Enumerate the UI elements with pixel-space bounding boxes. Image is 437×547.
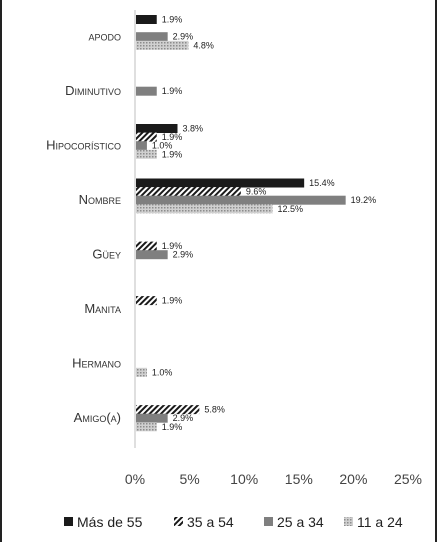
category-label: Hermano xyxy=(72,355,121,370)
data-label: 1.9% xyxy=(162,296,183,306)
bar xyxy=(136,149,157,159)
legend-label: Más de 55 xyxy=(77,514,143,530)
category-label: Diminutivo xyxy=(65,83,121,98)
bar xyxy=(136,187,241,197)
data-label: 1.0% xyxy=(152,367,173,377)
data-label: 5.8% xyxy=(204,405,225,415)
bar xyxy=(136,367,147,377)
axis-layer: apodo Diminutivo Hipocorístico Nombre Güey Ma… xyxy=(46,10,422,487)
x-tick-label: 15% xyxy=(285,471,313,487)
bar-layer xyxy=(136,15,346,432)
data-label: 2.9% xyxy=(173,250,194,260)
bar xyxy=(136,40,189,50)
data-label: 1.9% xyxy=(162,422,183,432)
bar xyxy=(136,204,273,214)
data-label: 19.2% xyxy=(351,195,377,205)
legend-swatch xyxy=(64,517,73,526)
bar xyxy=(136,141,147,151)
data-label: 15.4% xyxy=(309,178,335,188)
legend-swatch xyxy=(174,517,183,526)
data-label: 2.9% xyxy=(173,413,194,423)
legend-label: 25 a 34 xyxy=(277,514,324,530)
legend: Más de 55 35 a 54 25 a 34 11 a 24 xyxy=(64,514,403,530)
bar xyxy=(136,86,157,96)
data-label: 9.6% xyxy=(246,187,267,197)
category-label: Hipocorístico xyxy=(46,137,121,152)
data-label: 1.9% xyxy=(162,132,183,142)
bar xyxy=(136,405,200,415)
data-label: 1.9% xyxy=(162,86,183,96)
data-label: 1.9% xyxy=(162,241,183,251)
data-label: 4.8% xyxy=(193,40,214,50)
data-label: 3.8% xyxy=(182,124,203,134)
data-label: 12.5% xyxy=(278,204,304,214)
data-label: 2.9% xyxy=(173,32,194,42)
category-label: Nombre xyxy=(79,192,121,207)
bar xyxy=(136,241,157,251)
bar xyxy=(136,178,305,188)
legend-label: 11 a 24 xyxy=(357,514,403,530)
x-tick-label: 25% xyxy=(394,471,422,487)
bar xyxy=(136,32,168,42)
bar xyxy=(136,250,168,260)
bar xyxy=(136,413,168,423)
data-label: 1.9% xyxy=(162,149,183,159)
legend-swatch xyxy=(344,517,353,526)
category-label: apodo xyxy=(88,28,121,43)
legend-label: 35 a 54 xyxy=(187,514,234,530)
bar xyxy=(136,422,157,432)
category-label: Güey xyxy=(92,246,121,261)
bar xyxy=(136,296,157,306)
category-label: Amigo(a) xyxy=(74,410,121,425)
x-tick-label: 20% xyxy=(339,471,367,487)
x-tick-label: 5% xyxy=(179,471,199,487)
x-tick-label: 0% xyxy=(125,471,145,487)
legend-swatch xyxy=(264,517,273,526)
bar xyxy=(136,195,346,205)
data-label: 1.0% xyxy=(152,141,173,151)
category-label: Manita xyxy=(84,301,121,316)
bar xyxy=(136,132,157,142)
data-label: 1.9% xyxy=(162,15,183,25)
bar xyxy=(136,124,178,133)
label-layer: 1.9%2.9%4.8%1.9%3.8%1.9%1.0%1.9%15.4%9.6… xyxy=(152,15,376,432)
x-tick-label: 10% xyxy=(230,471,258,487)
bar xyxy=(136,15,157,24)
